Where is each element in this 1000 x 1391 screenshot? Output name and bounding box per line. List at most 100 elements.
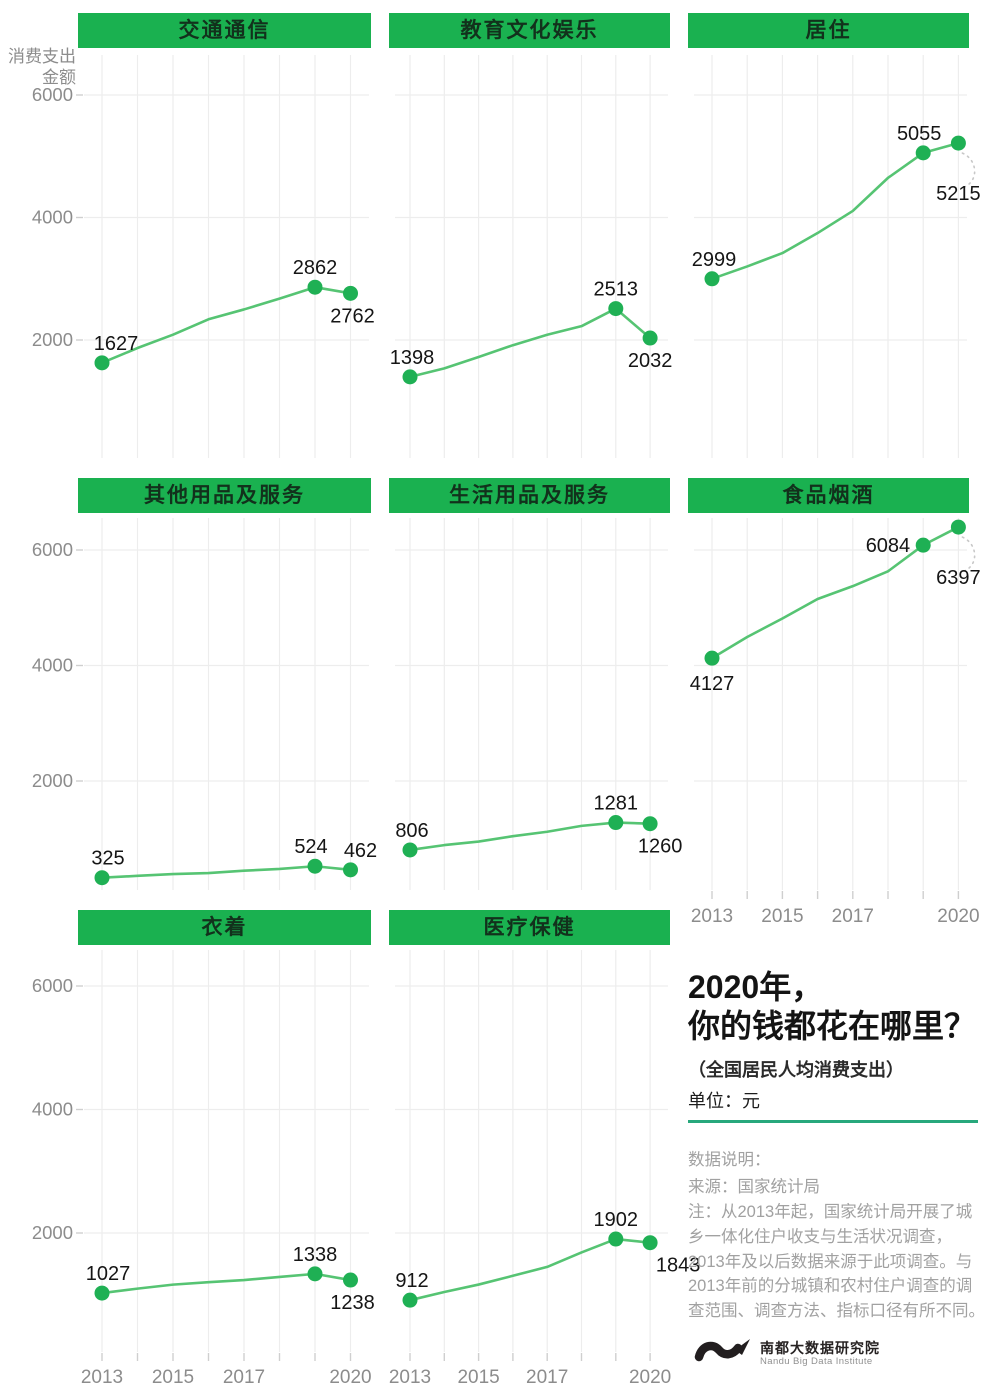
data-point-education-culture-entertainment-2020 [642,330,658,346]
x-tick-label: 2015 [761,906,803,927]
x-tick-label: 2020 [937,906,979,927]
nandu-logo-icon [694,1339,750,1362]
data-point-healthcare-2013 [402,1292,418,1308]
y-tick-label: 6000 [32,539,73,560]
facet-header-clothing: 衣着 [78,910,371,945]
y-tick-label: 2000 [32,770,73,791]
data-point-other-goods-services-2013 [94,870,110,886]
data-point-housing-2013 [704,271,720,287]
data-point-household-goods-services-2020 [642,816,658,832]
data-point-other-goods-services-2020 [343,862,358,878]
data-label: 912 [395,1270,428,1292]
data-point-food-tobacco-alcohol-2019 [915,537,931,553]
logo-wave-tip [735,1339,750,1355]
page-subtitle: （全国居民人均消费支出） [688,1060,904,1080]
page-title-line2: 你的钱都花在哪里？ [688,1008,977,1044]
data-label: 1281 [594,793,639,815]
data-point-housing-2019 [915,145,931,161]
data-label: 2999 [692,249,737,271]
data-point-housing-2020 [950,135,966,151]
x-tick-label: 2013 [81,1367,123,1388]
y-tick-label: 2000 [32,329,73,350]
unit-label: 单位：元 [688,1091,760,1111]
data-line-housing [710,141,960,281]
page-title-line1: 2020年， [688,969,824,1005]
facet-header-housing: 居住 [688,13,969,48]
facet-header-food-tobacco-alcohol: 食品烟酒 [688,478,969,513]
data-label: 5215 [936,183,981,205]
data-label: 1260 [638,836,683,858]
facet-header-transport-communication: 交通通信 [78,13,371,48]
label-leader-arc [960,152,976,189]
data-point-healthcare-2019 [608,1231,624,1247]
x-tick-label: 2020 [329,1367,371,1388]
x-tick-label: 2017 [223,1367,265,1388]
y-tick-label: 4000 [32,1099,73,1120]
data-point-transport-communication-2013 [94,355,110,371]
data-label: 1398 [390,347,435,369]
data-label: 1843 [656,1255,701,1277]
data-label: 1627 [94,333,139,355]
data-point-food-tobacco-alcohol-2020 [950,519,966,535]
data-label: 1027 [86,1263,131,1285]
x-tick-label: 2017 [526,1367,568,1388]
y-axis-title-line1: 消费支出 [8,47,76,66]
data-point-healthcare-2020 [642,1235,658,1251]
y-axis-title-line2: 金额 [42,68,76,87]
x-tick-label: 2017 [832,906,874,927]
x-tick-label: 2013 [389,1367,431,1388]
x-tick-label: 2015 [457,1367,499,1388]
facet-header-other-goods-services: 其他用品及服务 [78,478,371,513]
data-label: 5055 [897,123,942,145]
data-point-transport-communication-2019 [307,279,323,295]
x-tick-label: 2020 [629,1367,671,1388]
data-label: 2513 [594,279,639,301]
notes-body: 注：从2013年起，国家统计局开展了城乡一体化住户收支与生活状况调查，2013年… [688,1203,985,1321]
data-point-education-culture-entertainment-2013 [402,369,418,385]
data-label: 806 [395,820,428,842]
logo-wave-stroke [694,1341,743,1362]
data-label: 2762 [330,305,375,327]
data-point-clothing-2019 [307,1266,323,1282]
title-divider-rule [688,1120,978,1123]
data-line-transport-communication [100,285,352,365]
y-tick-label: 2000 [32,1222,73,1243]
y-axis-title: 消费支出 金额 [0,46,76,88]
logo-name-cn: 南都大数据研究院 [760,1340,880,1356]
data-point-other-goods-services-2019 [307,858,323,874]
facet-header-healthcare: 医疗保健 [389,910,670,945]
facet-header-household-goods-services: 生活用品及服务 [389,478,670,513]
data-point-transport-communication-2020 [343,285,358,301]
data-label: 1238 [330,1292,375,1314]
data-label: 1902 [594,1209,639,1231]
data-label: 6084 [866,535,911,557]
data-label: 325 [91,848,124,870]
data-line-healthcare [408,1237,652,1302]
data-point-education-culture-entertainment-2019 [608,301,624,317]
y-tick-label: 4000 [32,655,73,676]
label-leader-arc [960,536,976,573]
logo-name-en: Nandu Big Data Institute [760,1356,873,1367]
data-label: 2032 [628,350,673,372]
data-label: 2862 [293,257,338,279]
y-tick-label: 6000 [32,84,73,105]
data-label: 6397 [936,567,981,589]
data-point-clothing-2020 [343,1272,358,1288]
y-tick-label: 4000 [32,207,73,228]
data-label: 1338 [293,1244,338,1266]
data-line-education-culture-entertainment [408,307,652,379]
y-tick-label: 6000 [32,975,73,996]
data-point-household-goods-services-2019 [608,815,624,831]
x-tick-label: 2013 [691,906,733,927]
x-tick-label: 2015 [152,1367,194,1388]
notes-heading: 数据说明： [688,1151,771,1169]
notes-source: 来源：国家统计局 [688,1178,820,1196]
facet-header-education-culture-entertainment: 教育文化娱乐 [389,13,670,48]
data-label: 4127 [690,673,735,695]
data-point-food-tobacco-alcohol-2013 [704,650,720,666]
data-point-household-goods-services-2013 [402,842,418,858]
data-point-clothing-2013 [94,1285,110,1301]
data-label: 524 [294,836,327,858]
